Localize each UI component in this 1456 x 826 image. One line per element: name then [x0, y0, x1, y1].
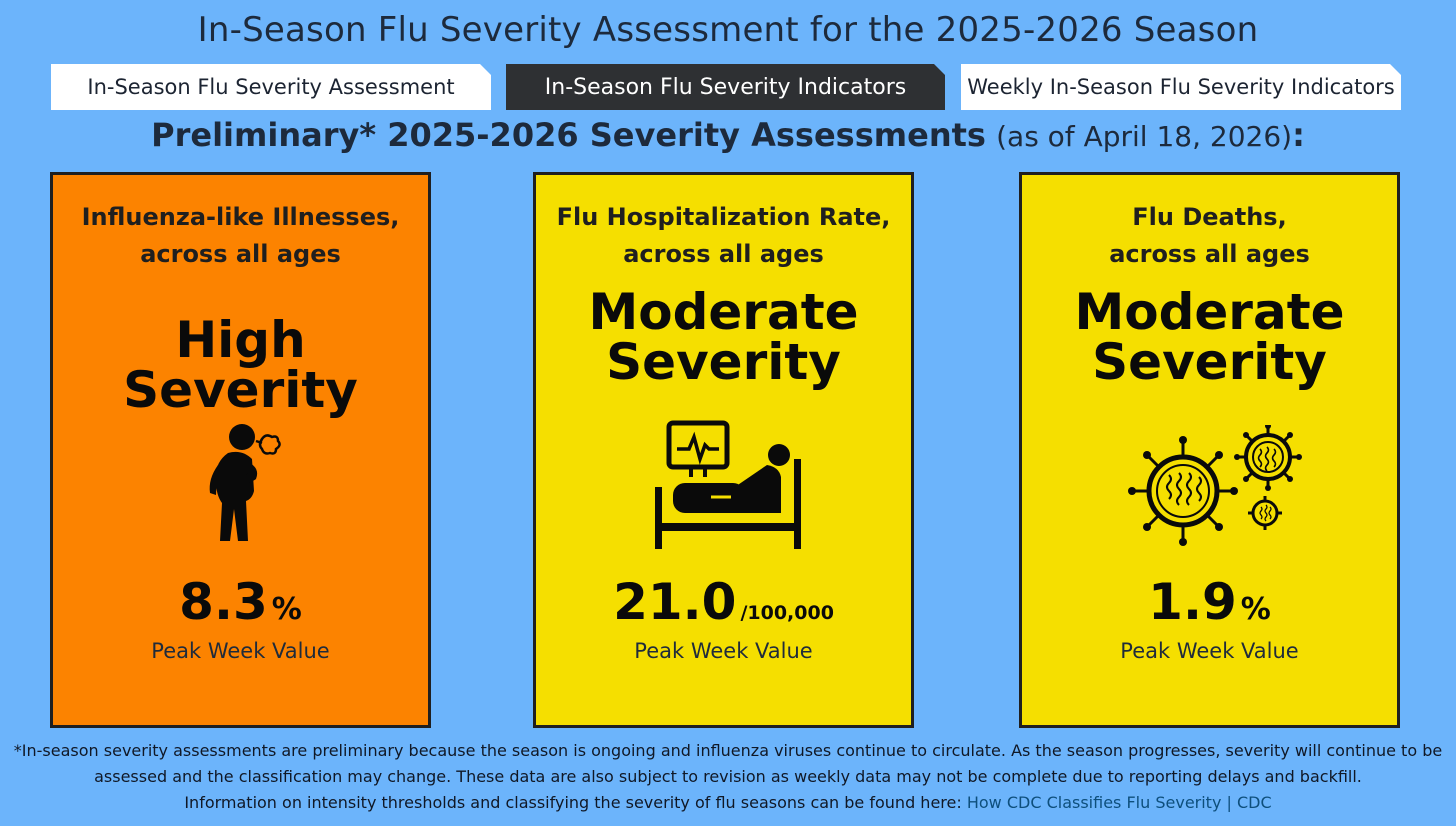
peak-value: 21.0	[613, 573, 737, 631]
peak-value: 1.9	[1148, 573, 1237, 631]
footnote-line3: Information on intensity thresholds and …	[0, 790, 1456, 816]
peak-value-unit: %	[1240, 592, 1271, 627]
peak-week-caption: Peak Week Value	[1120, 639, 1299, 663]
hospitalization-severity-card: Flu Hospitalization Rate, across all age…	[533, 172, 914, 728]
severity-line2: Severity	[606, 333, 841, 391]
peak-value-unit: /100,000	[740, 602, 834, 624]
card-title: Flu Deaths, across all ages	[1022, 199, 1397, 273]
severity-level: High Severity	[123, 311, 358, 419]
tab-severity-indicators[interactable]: In-Season Flu Severity Indicators	[506, 64, 945, 110]
severity-level: Moderate Severity	[1022, 287, 1397, 387]
deaths-severity-card: Flu Deaths, across all ages Moderate Sev…	[1019, 172, 1400, 728]
assessment-subtitle: Preliminary* 2025-2026 Severity Assessme…	[0, 116, 1456, 154]
tab-weekly-severity-indicators[interactable]: Weekly In-Season Flu Severity Indicators	[961, 64, 1401, 110]
severity-level: Moderate Severity	[536, 287, 911, 387]
footnote-line3-text: Information on intensity thresholds and …	[184, 793, 967, 812]
severity-line1: Moderate	[588, 283, 859, 341]
subtitle-date: (as of April 18, 2026)	[996, 120, 1293, 153]
card-title-line2: across all ages	[623, 240, 824, 268]
coughing-person-icon	[198, 419, 288, 553]
peak-value: 8.3	[179, 573, 268, 631]
peak-value-line: 1.9%	[1022, 573, 1397, 631]
card-title-line1: Flu Deaths,	[1132, 203, 1287, 231]
card-title-line2: across all ages	[1109, 240, 1310, 268]
footnote-line1: *In-season severity assessments are prel…	[13, 741, 1443, 760]
card-title: Influenza-like Illnesses, across all age…	[53, 199, 428, 273]
tab-severity-assessment[interactable]: In-Season Flu Severity Assessment	[51, 64, 491, 110]
severity-line1: Moderate	[1074, 283, 1345, 341]
ili-severity-card: Influenza-like Illnesses, across all age…	[50, 172, 431, 728]
peak-value-unit: %	[271, 592, 302, 627]
card-title-line1: Flu Hospitalization Rate,	[556, 203, 891, 231]
virus-icon	[1127, 423, 1307, 554]
footnote: *In-season severity assessments are prel…	[0, 738, 1456, 816]
page-title: In-Season Flu Severity Assessment for th…	[197, 10, 1259, 50]
card-title-line2: across all ages	[140, 240, 341, 268]
peak-value-line: 21.0/100,000	[536, 573, 911, 631]
cdc-severity-link[interactable]: How CDC Classifies Flu Severity | CDC	[966, 793, 1272, 812]
peak-week-caption: Peak Week Value	[634, 639, 813, 663]
severity-line2: Severity	[1092, 333, 1327, 391]
footnote-line2: assessed and the classification may chan…	[94, 767, 1362, 786]
subtitle-colon: :	[1292, 116, 1305, 154]
card-title-line1: Influenza-like Illnesses,	[81, 203, 400, 231]
hospital-bed-icon	[651, 419, 806, 553]
peak-value-line: 8.3%	[53, 573, 428, 631]
peak-week-caption: Peak Week Value	[151, 639, 330, 663]
card-title: Flu Hospitalization Rate, across all age…	[536, 199, 911, 273]
subtitle-main: Preliminary* 2025-2026 Severity Assessme…	[151, 116, 986, 154]
